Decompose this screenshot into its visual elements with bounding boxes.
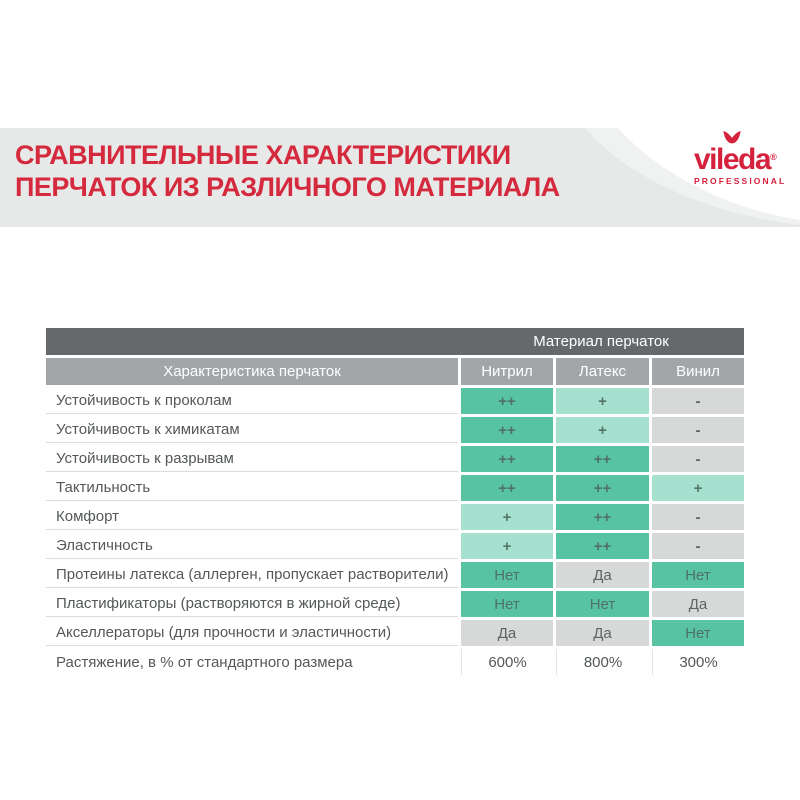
value-cell-nitrile: ++ [461,417,553,443]
page-title-line1: СРАВНИТЕЛЬНЫЕ ХАРАКТЕРИСТИКИ [15,140,511,170]
value-cell-nitrile: ++ [461,446,553,472]
value-cell-latex: ++ [556,533,649,559]
registered-mark: ® [770,152,777,162]
comparison-table: Материал перчаток Характеристика перчато… [46,328,744,675]
materials-group-header-label: Материал перчаток [533,333,669,350]
row-label: Устойчивость к разрывам [46,446,458,472]
value-cell-latex: Нет [556,591,649,617]
value-cell-latex: + [556,417,649,443]
vileda-wordmark: vileda [694,143,772,176]
row-label: Растяжение, в % от стандартного размера [46,649,458,675]
page-title-line2: ПЕРЧАТОК ИЗ РАЗЛИЧНОГО МАТЕРИАЛА [15,172,560,202]
row-label: Устойчивость к химикатам [46,417,458,443]
column-header-nitrile: Нитрил [461,358,553,385]
row-label: Комфорт [46,504,458,530]
value-cell-vinyl: - [652,504,744,530]
value-cell-vinyl: - [652,417,744,443]
value-cell-nitrile: Нет [461,591,553,617]
value-cell-vinyl: - [652,533,744,559]
value-cell-nitrile: + [461,504,553,530]
row-label: Тактильность [46,475,458,501]
column-header-latex: Латекс [556,358,649,385]
value-cell-latex: ++ [556,446,649,472]
vileda-professional-text: PROFESSIONAL [694,176,787,186]
value-cell-nitrile: ++ [461,475,553,501]
value-cell-latex: + [556,388,649,414]
value-cell-latex: ++ [556,504,649,530]
vileda-bird-icon [723,131,741,144]
value-cell-latex: ++ [556,475,649,501]
row-label: Акселлераторы (для прочности и эластично… [46,620,458,646]
value-cell-latex: Да [556,562,649,588]
page-title: СРАВНИТЕЛЬНЫЕ ХАРАКТЕРИСТИКИ ПЕРЧАТОК ИЗ… [15,139,560,203]
value-cell-nitrile: 600% [461,649,553,675]
vileda-brand-text: vileda® [694,143,788,176]
banner-swoosh-decoration [585,128,800,225]
value-cell-nitrile: + [461,533,553,559]
value-cell-latex: 800% [556,649,649,675]
value-cell-nitrile: Да [461,620,553,646]
column-header-vinyl: Винил [652,358,744,385]
value-cell-nitrile: ++ [461,388,553,414]
row-label: Пластификаторы (растворяются в жирной ср… [46,591,458,617]
materials-group-header: Материал перчаток [46,328,744,355]
value-cell-vinyl: - [652,388,744,414]
value-cell-latex: Да [556,620,649,646]
value-cell-vinyl: 300% [652,649,744,675]
value-cell-nitrile: Нет [461,562,553,588]
comparison-table-grid: Материал перчаток Характеристика перчато… [46,328,744,675]
value-cell-vinyl: + [652,475,744,501]
value-cell-vinyl: Нет [652,562,744,588]
row-label: Протеины латекса (аллерген, пропускает р… [46,562,458,588]
characteristic-column-header: Характеристика перчаток [46,358,458,385]
value-cell-vinyl: Да [652,591,744,617]
vileda-logo: vileda® PROFESSIONAL [694,131,788,186]
row-label: Эластичность [46,533,458,559]
value-cell-vinyl: Нет [652,620,744,646]
header-banner: СРАВНИТЕЛЬНЫЕ ХАРАКТЕРИСТИКИ ПЕРЧАТОК ИЗ… [0,128,800,227]
value-cell-vinyl: - [652,446,744,472]
row-label: Устойчивость к проколам [46,388,458,414]
